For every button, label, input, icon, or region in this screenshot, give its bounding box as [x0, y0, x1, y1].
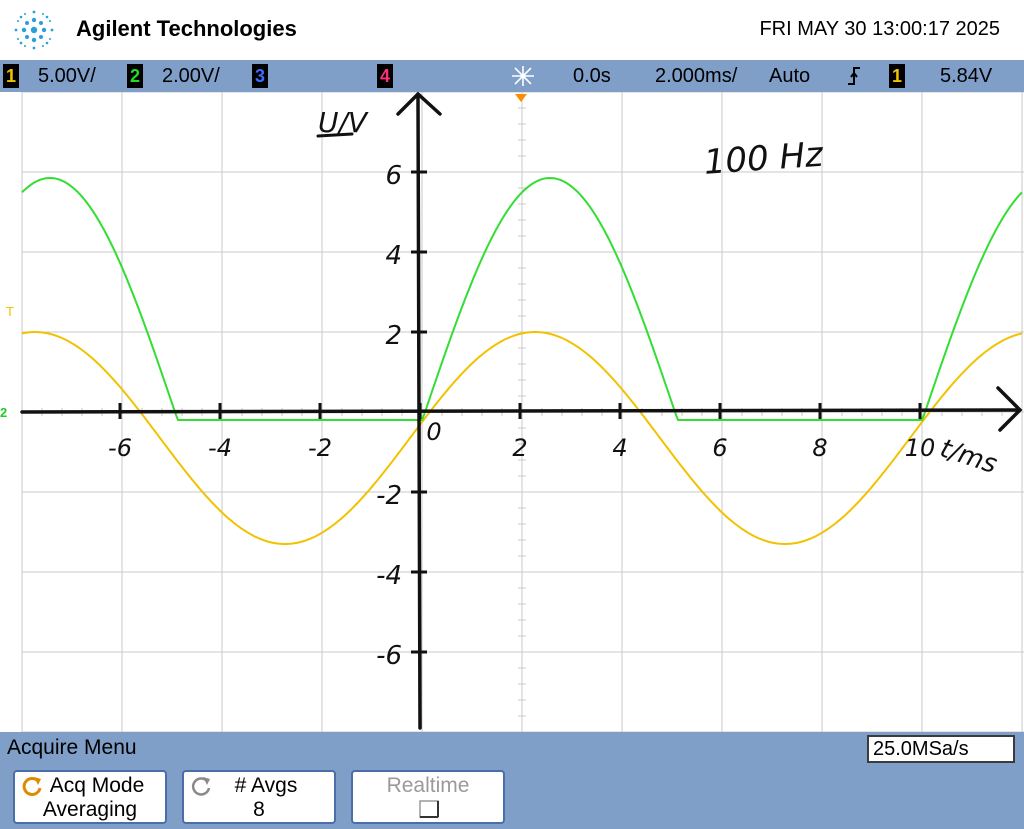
sample-rate-readout: 25.0MSa/s — [867, 735, 1015, 763]
num-averages-softkey[interactable]: # Avgs 8 — [182, 770, 336, 824]
x-tick-label: 2 — [512, 434, 527, 462]
x-tick-label: 10 — [905, 434, 936, 462]
delay-spark-icon — [512, 66, 534, 86]
x-tick-label: -4 — [208, 434, 232, 462]
acq-mode-label: Acq Mode — [49, 774, 145, 797]
agilent-spark-logo-icon — [14, 10, 54, 50]
y-axis-arrow — [396, 92, 442, 116]
trigger-mode: Auto — [769, 65, 811, 87]
brand-name: Agilent Technologies — [76, 16, 297, 41]
acq-mode-softkey[interactable]: Acq Mode Averaging — [13, 770, 167, 824]
channel-2-trace — [21, 176, 1023, 421]
channel-1-indicator[interactable]: 1 — [3, 64, 19, 88]
frequency-note: 100 Hz — [703, 135, 826, 183]
x-tick-label: 0 — [426, 418, 441, 446]
x-tick-label: 6 — [712, 434, 727, 462]
trigger-position-marker — [515, 94, 527, 102]
acq-mode-value: Averaging — [42, 798, 138, 821]
x-tick-label: 4 — [612, 434, 627, 462]
delay-value: 0.0s — [573, 65, 611, 87]
channel-1-trace — [21, 331, 1023, 545]
realtime-label: Realtime — [386, 774, 470, 797]
traces — [21, 176, 1023, 545]
date-time: FRI MAY 30 13:00:17 2025 — [759, 18, 1000, 40]
tick-labels: -6 -4 -2 0 2 4 6 8 10 6 4 2 -2 -4 -6 — [108, 161, 935, 671]
channel-1-scale: 5.00V/ — [38, 65, 96, 87]
timebase-value: 2.000ms/ — [655, 65, 738, 87]
y-tick-label: -4 — [376, 561, 402, 591]
realtime-checkbox-icon[interactable] — [419, 800, 439, 818]
title-bar: Agilent Technologies FRI MAY 30 13:00:17… — [0, 0, 1024, 60]
menu-title: Acquire Menu — [7, 736, 137, 759]
rotate-knob-icon — [22, 776, 42, 796]
channel-2-ground-marker: 2 — [0, 405, 7, 420]
status-bar: 1 5.00V/ 2 2.00V/ 3 4 0.0s 2.000ms/ Auto… — [0, 60, 1024, 92]
y-tick-label: -6 — [376, 641, 402, 671]
x-tick-label: 8 — [812, 434, 827, 462]
trigger-level-marker: T — [6, 304, 14, 319]
channel-4-indicator[interactable]: 4 — [377, 64, 393, 88]
channel-2-scale: 2.00V/ — [162, 65, 220, 87]
num-averages-value: 8 — [253, 798, 265, 821]
trigger-source-indicator[interactable]: 1 — [889, 64, 905, 88]
x-tick-label: -2 — [308, 434, 332, 462]
rotate-knob-icon — [191, 777, 211, 796]
y-tick-label: -2 — [376, 481, 402, 511]
y-axis-unit-label: U/V — [318, 106, 369, 139]
channel-3-indicator[interactable]: 3 — [252, 64, 268, 88]
num-averages-label: # Avgs — [234, 774, 298, 797]
y-tick-label: 2 — [385, 321, 402, 351]
handwritten-axes — [20, 92, 1023, 730]
acquire-menu: Acquire Menu 25.0MSa/s Acq Mode Averagin… — [0, 732, 1024, 829]
y-tick-label: 6 — [385, 161, 402, 191]
trigger-rising-edge-icon — [848, 67, 860, 85]
y-tick-label: 4 — [385, 241, 402, 271]
realtime-softkey[interactable]: Realtime — [351, 770, 505, 824]
x-tick-label: -6 — [108, 434, 132, 462]
x-axis-arrow — [996, 386, 1023, 432]
trigger-level: 5.84V — [940, 65, 993, 87]
channel-2-indicator[interactable]: 2 — [127, 64, 143, 88]
y-axis-unit-fraction-bar — [316, 132, 354, 138]
